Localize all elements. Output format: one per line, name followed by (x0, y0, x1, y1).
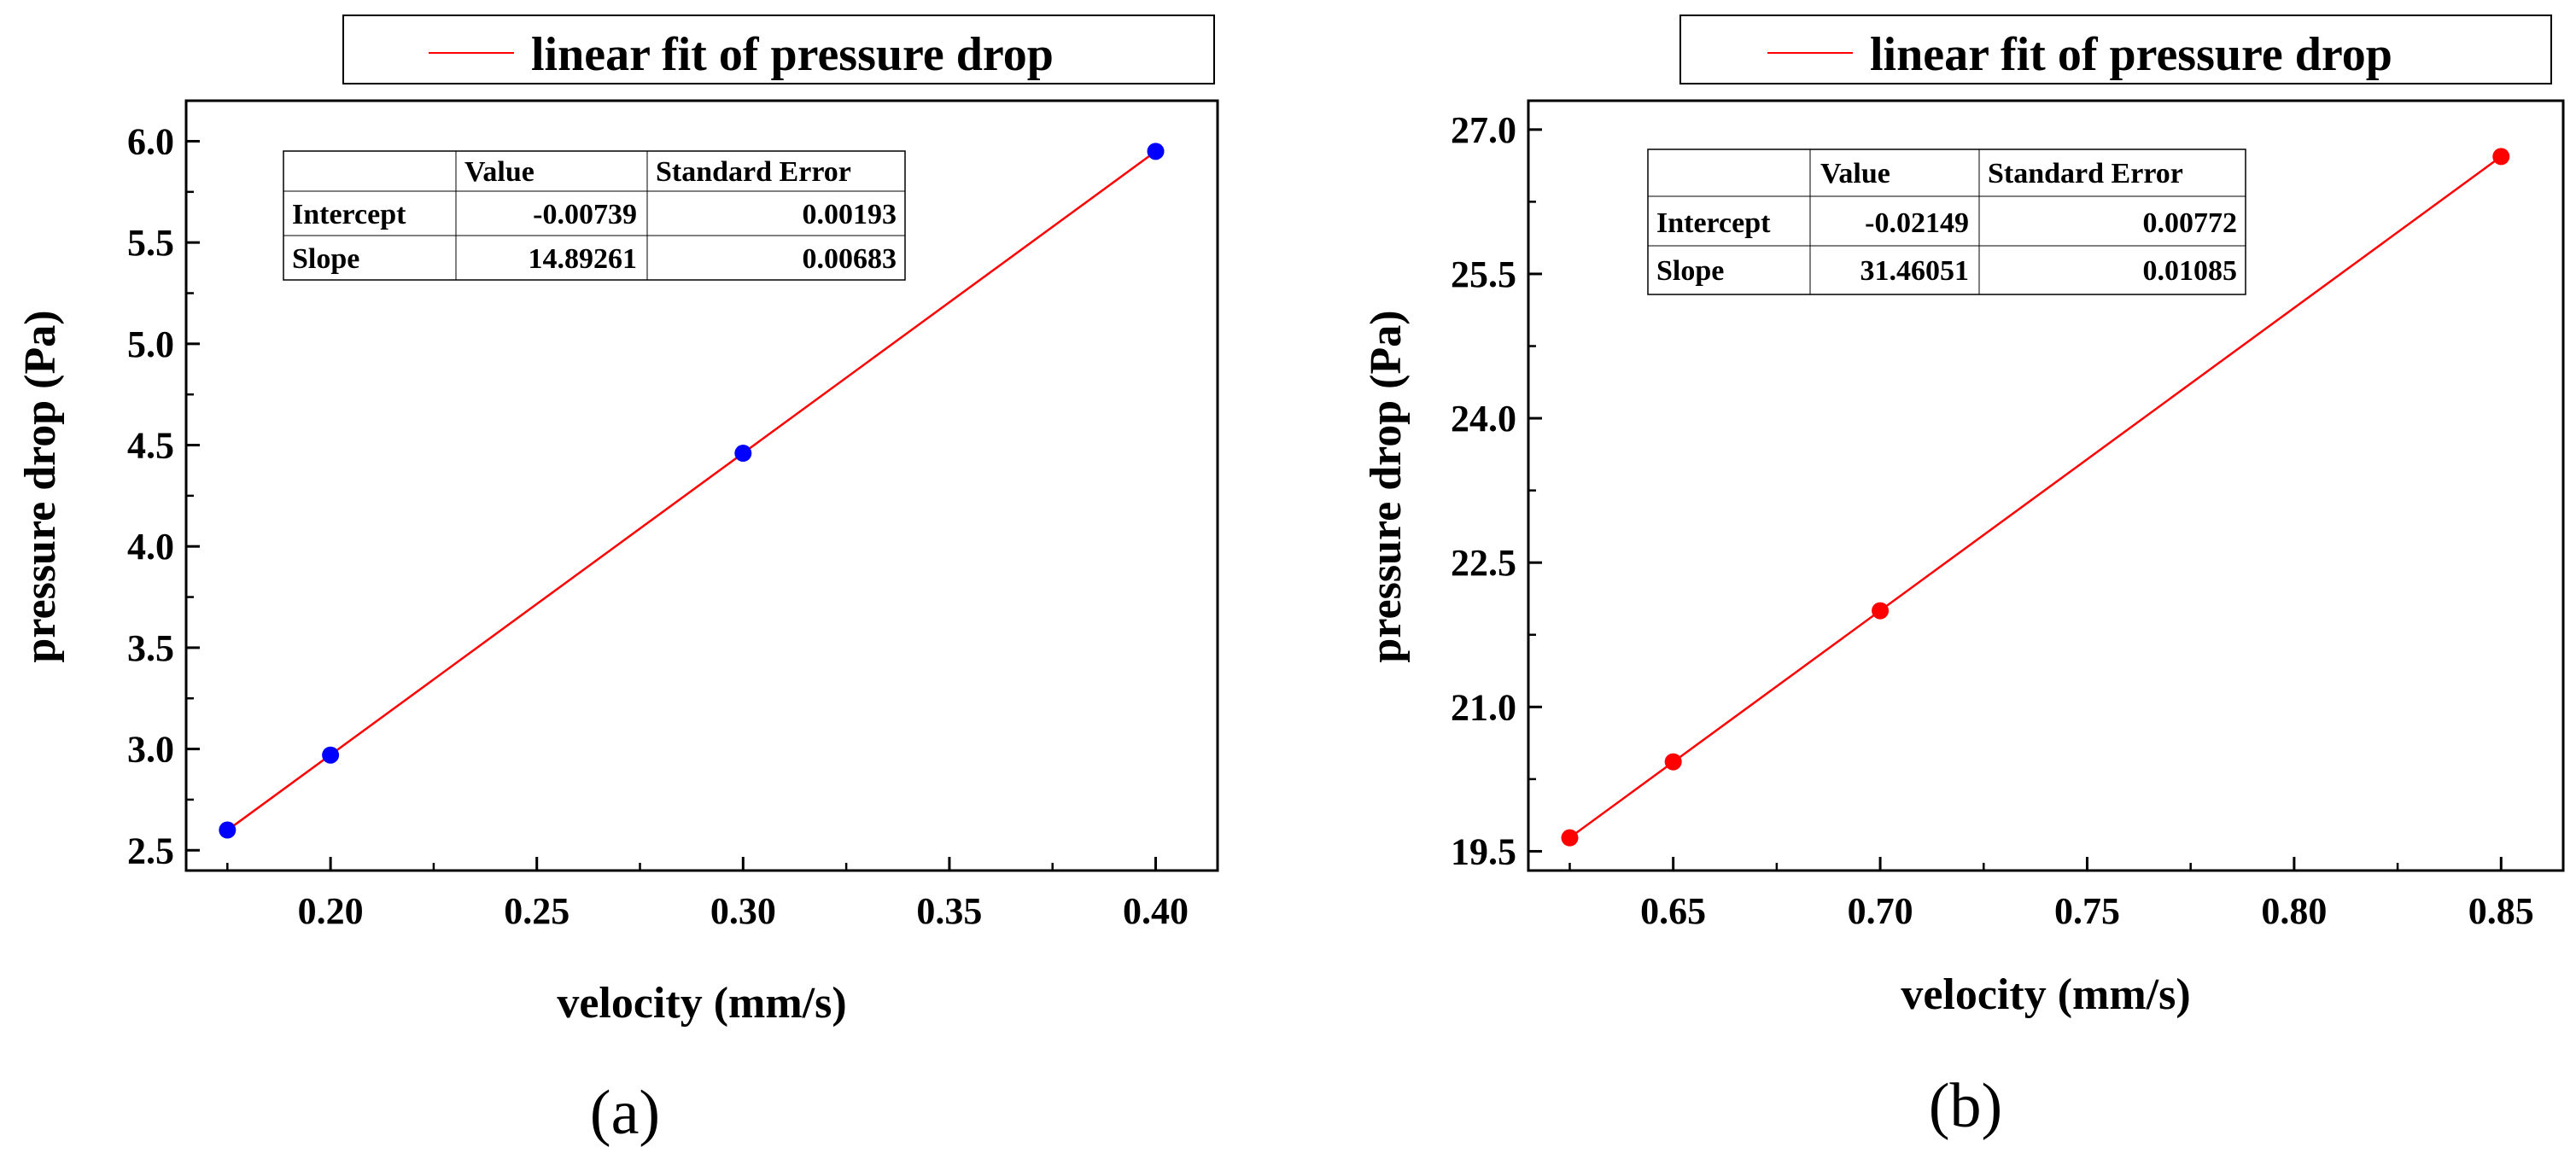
fit-table-cell: Intercept (292, 199, 406, 230)
x-axis-label-b: velocity (mm/s) (1901, 970, 2190, 1019)
fit-line-a (226, 150, 1157, 831)
data-point (734, 445, 752, 463)
x-tick-label: 0.20 (298, 890, 364, 932)
fit-table-cell: Slope (1656, 255, 1724, 287)
fit-table-cell: Slope (292, 243, 359, 275)
data-point (1561, 829, 1579, 847)
fit-table-cell: 14.89261 (529, 243, 638, 275)
data-points-a (219, 143, 1165, 839)
chart-panel-b: linear fit of pressure drop 0.65 0.70 0.75… (1362, 15, 2565, 1141)
fit-table-cell: -0.02149 (1865, 207, 1969, 239)
y-tick-label: 6.0 (127, 120, 174, 162)
x-tick-label: 0.85 (2468, 890, 2534, 932)
chart-panel-a: linear fit of pressure drop 0.20 0.25 0.30… (16, 15, 1219, 1148)
fit-table-frame-a (283, 150, 906, 281)
x-tick-label: 0.35 (916, 890, 982, 932)
y-tick-label: 3.0 (127, 729, 174, 771)
y-axis-ticks-a: 2.5 3.0 3.5 4.0 4.5 5.0 5.5 6.0 (127, 120, 200, 871)
fit-table-b: Value Standard Error Intercept -0.02149 … (1647, 149, 2246, 295)
y-tick-label: 4.5 (127, 425, 174, 467)
y-tick-label: 19.5 (1451, 830, 1516, 872)
y-tick-label: 25.5 (1451, 253, 1516, 295)
fit-table-cell: Intercept (1656, 207, 1771, 239)
x-tick-label: 0.75 (2054, 890, 2120, 932)
fit-table-cell: 0.00193 (803, 199, 897, 230)
fit-table-frame-b (1647, 149, 2246, 295)
y-tick-label: 2.5 (127, 830, 174, 871)
y-axis-label-b: pressure drop (Pa) (1362, 310, 1411, 662)
y-tick-label: 21.0 (1451, 686, 1516, 728)
y-tick-label: 27.0 (1451, 109, 1516, 151)
y-tick-label: 24.0 (1451, 398, 1516, 440)
legend-b: linear fit of pressure drop (1679, 15, 2552, 84)
legend-a: linear fit of pressure drop (342, 15, 1215, 84)
y-tick-label: 22.5 (1451, 542, 1516, 584)
fit-table-header: Value (464, 156, 534, 188)
x-axis-ticks-a: 0.20 0.25 0.30 0.35 0.40 (226, 857, 1189, 932)
data-point (1664, 753, 1682, 771)
legend-label-a: linear fit of pressure drop (531, 28, 1054, 81)
data-point (2492, 148, 2510, 166)
panel-label-a: (a) (590, 1078, 660, 1148)
x-tick-label: 0.40 (1123, 890, 1189, 932)
fit-table-header: Standard Error (656, 156, 851, 188)
x-tick-label: 0.25 (504, 890, 570, 932)
y-tick-label: 4.0 (127, 526, 174, 568)
fit-table-cell: 31.46051 (1860, 255, 1970, 287)
fit-line-b (1568, 155, 2503, 839)
legend-box-a (342, 15, 1215, 84)
x-tick-label: 0.70 (1848, 890, 1913, 932)
fit-table-header: Value (1820, 158, 1890, 189)
plot-frame-a (184, 99, 1219, 872)
y-tick-label: 3.5 (127, 627, 174, 669)
x-tick-label: 0.30 (710, 890, 776, 932)
legend-label-b: linear fit of pressure drop (1870, 28, 2392, 81)
data-points-b (1561, 148, 2510, 847)
fit-table-a: Value Standard Error Intercept -0.00739 … (283, 150, 906, 281)
fit-table-cell: 0.00772 (2143, 207, 2238, 239)
data-point (1872, 602, 1890, 620)
x-axis-label-a: velocity (mm/s) (557, 979, 846, 1028)
data-point (219, 821, 237, 839)
data-point (1147, 143, 1165, 160)
fit-table-header: Standard Error (1988, 158, 2183, 189)
panel-label-b: (b) (1929, 1071, 2002, 1141)
fit-table-cell: 0.01085 (2143, 255, 2238, 287)
x-tick-label: 0.65 (1640, 890, 1706, 932)
x-axis-ticks-b: 0.65 0.70 0.75 0.80 0.85 (1568, 857, 2534, 932)
legend-box-b (1679, 15, 2552, 84)
y-axis-label-a: pressure drop (Pa) (16, 310, 65, 662)
y-axis-ticks-b: 19.5 21.0 22.5 24.0 25.5 27.0 (1451, 109, 1542, 872)
plot-frame-b (1527, 99, 2565, 872)
fit-table-cell: 0.00683 (803, 243, 897, 275)
fit-table-cell: -0.00739 (533, 199, 637, 230)
y-tick-label: 5.5 (127, 222, 174, 264)
y-tick-label: 5.0 (127, 323, 174, 365)
x-tick-label: 0.80 (2261, 890, 2327, 932)
data-point (322, 746, 340, 764)
